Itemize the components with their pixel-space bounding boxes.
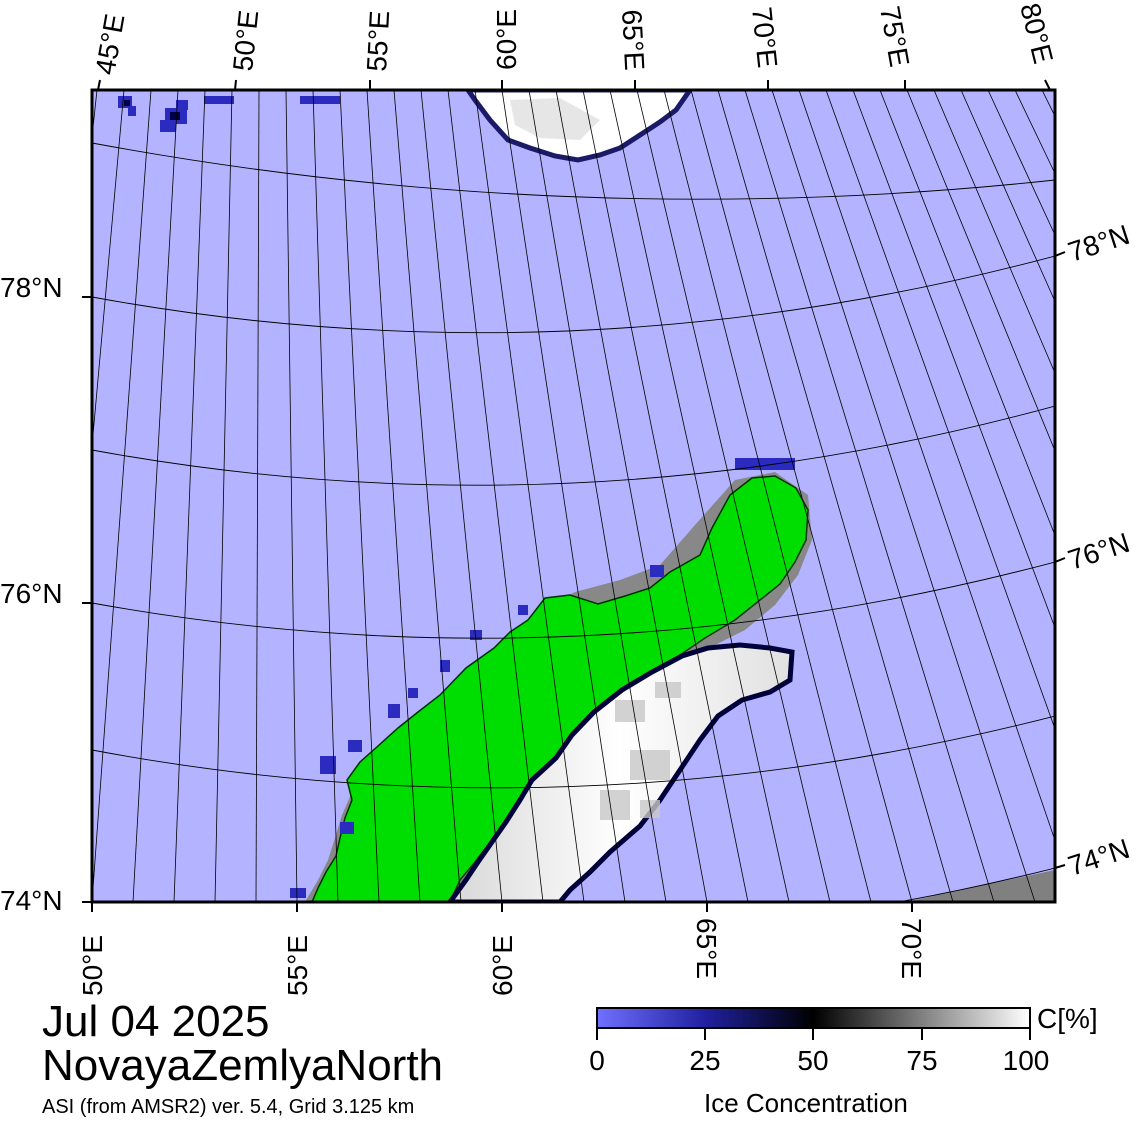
meridian-line	[609, 90, 790, 902]
top-lon-label: 60°E	[491, 9, 522, 70]
ice-scatter-dark	[124, 100, 180, 120]
top-lon-label: 80°E	[1014, 0, 1059, 67]
meridian-line	[555, 90, 708, 902]
meridian-line	[825, 90, 1055, 731]
colorbar-title: Ice Concentration	[704, 1088, 908, 1118]
meridian-line	[366, 90, 421, 902]
top-lon-label: 70°E	[746, 5, 783, 69]
source-label: ASI (from AMSR2) ver. 5.4, Grid 3.125 km	[42, 1096, 415, 1118]
bottom-lon-label: 55°E	[282, 935, 313, 996]
right-lat-label: 74°N	[1064, 833, 1133, 882]
bottom-longitude-labels: 50°E 55°E 60°E 65°E 70°E	[77, 918, 927, 996]
top-lon-label: 45°E	[89, 12, 130, 77]
meridian-line	[852, 90, 1055, 629]
parallel-76n	[92, 561, 1055, 639]
colorbar-tick-label: 100	[1002, 1045, 1050, 1076]
left-lat-label: 76°N	[0, 578, 63, 609]
bottom-lon-label: 70°E	[896, 918, 927, 979]
left-lat-label: 74°N	[0, 885, 63, 916]
right-lat-label: 76°N	[1064, 527, 1133, 576]
map-frame	[90, 88, 1057, 904]
colorbar-unit: C[%]	[1037, 1003, 1098, 1034]
meridians	[0, 90, 1147, 902]
meridian-line	[744, 90, 995, 902]
colorbar-tick-label: 0	[589, 1045, 605, 1076]
meridian-line	[214, 90, 233, 902]
parallel-77n	[92, 405, 1055, 486]
parallel-79n	[92, 142, 1055, 200]
meridian-line	[906, 90, 1055, 452]
parallels	[92, 142, 1055, 902]
colorbar-gradient	[596, 1007, 1031, 1029]
meridian-line	[0, 90, 70, 902]
parallel-74n	[92, 867, 1055, 902]
meridian-line	[933, 90, 1055, 375]
parallel-78n	[92, 255, 1055, 334]
meridian-line	[420, 90, 503, 902]
meridian-line	[582, 90, 749, 902]
meridian-line	[312, 90, 339, 902]
bottom-lon-label: 65°E	[691, 918, 722, 979]
meridian-line	[663, 90, 872, 902]
date-label: Jul 04 2025	[42, 997, 270, 1046]
ice-fringe-west	[290, 458, 795, 898]
meridian-line	[92, 90, 152, 902]
meridian-line	[173, 90, 206, 902]
parallel-75n	[92, 715, 1055, 789]
meridian-line	[960, 90, 1055, 303]
colorbar-tick-label: 75	[906, 1045, 938, 1076]
meridian-line	[879, 90, 1055, 537]
meridian-line	[255, 90, 260, 902]
meridian-line	[1069, 90, 1147, 902]
meridian-line	[474, 90, 585, 902]
region-label: NovayaZemlyaNorth	[42, 1041, 444, 1090]
right-lat-label: 78°N	[1064, 219, 1133, 268]
meridian-line	[393, 90, 462, 902]
meridian-line	[92, 90, 98, 141]
colorbar-tick-label: 50	[797, 1045, 829, 1076]
ice-scatter-northwest	[118, 96, 340, 132]
meridian-line	[92, 90, 125, 451]
meridian-line	[798, 90, 1055, 842]
right-latitude-labels: 78°N 76°N 74°N	[1064, 219, 1133, 882]
colorbar-ticks	[596, 1028, 1031, 1040]
map: 45°E 50°E 55°E 60°E 65°E 70°E 75°E 80°E …	[0, 0, 1147, 996]
meridian-line	[501, 90, 626, 902]
meridian-line	[285, 90, 298, 902]
left-latitude-labels: 78°N 76°N 74°N	[0, 272, 63, 916]
top-lon-label: 75°E	[874, 4, 915, 69]
meridian-line	[690, 90, 913, 902]
colorbar-tick-label: 25	[689, 1045, 721, 1076]
bottom-lon-label: 60°E	[487, 935, 518, 996]
left-lat-label: 78°N	[0, 272, 63, 303]
meridian-line	[447, 90, 544, 902]
meridian-line	[771, 90, 1036, 902]
meridian-line	[528, 90, 667, 902]
bottom-lon-label: 50°E	[77, 935, 108, 996]
top-lon-label: 50°E	[227, 9, 264, 73]
top-lon-label: 55°E	[361, 10, 395, 73]
top-longitude-labels: 45°E 50°E 55°E 60°E 65°E 70°E 75°E 80°E	[89, 0, 1059, 77]
axis-ticks	[82, 79, 1066, 912]
ice-texture-kara	[600, 682, 681, 820]
meridian-line	[1041, 90, 1055, 118]
meridian-line	[717, 90, 954, 902]
meridian-line	[987, 90, 1055, 237]
top-lon-label: 65°E	[616, 9, 650, 72]
colorbar	[596, 1007, 1031, 1040]
meridian-line	[339, 90, 380, 902]
meridian-line	[132, 90, 179, 902]
